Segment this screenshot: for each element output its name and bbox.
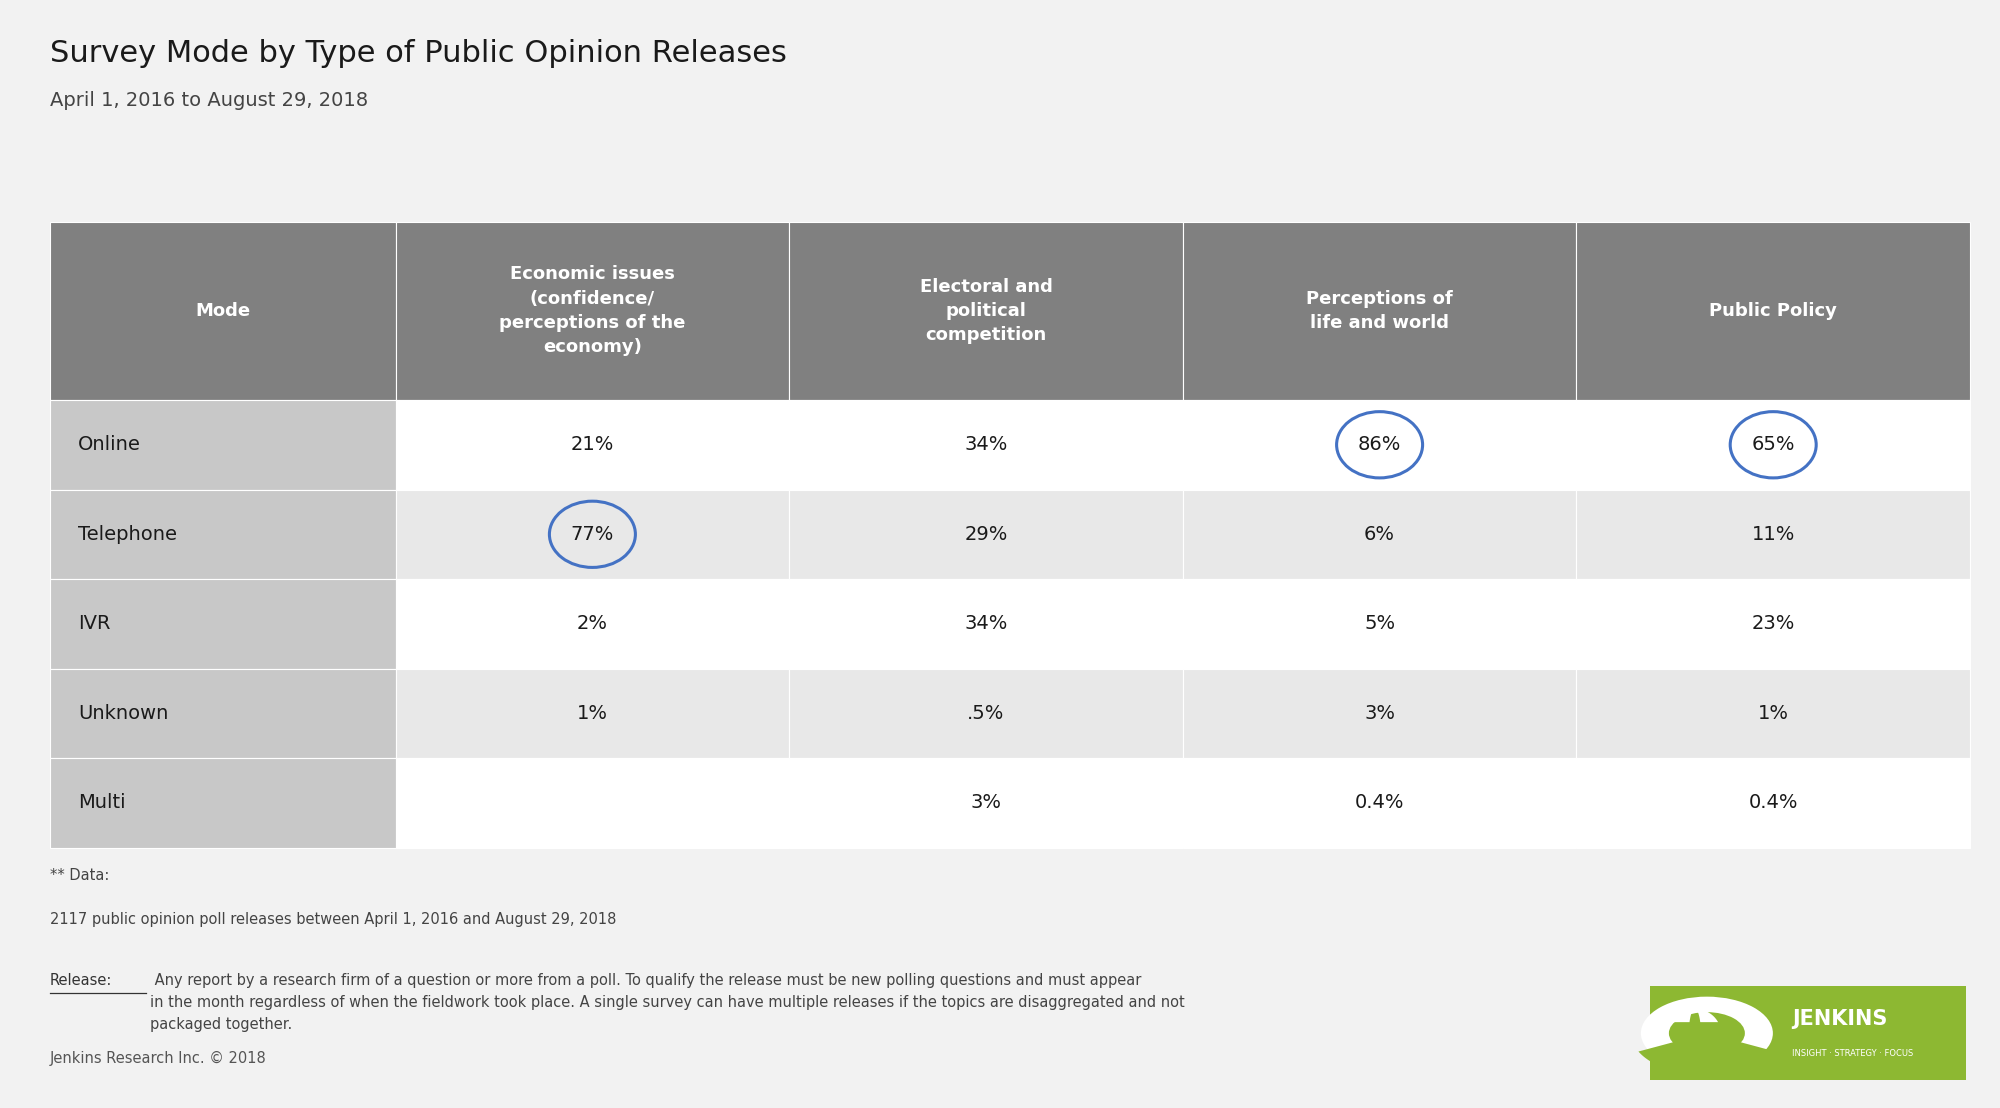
Text: Any report by a research firm of a question or more from a poll. To qualify the : Any report by a research firm of a quest… (150, 973, 1184, 1033)
Text: 3%: 3% (970, 793, 1002, 812)
Text: Jenkins Research Inc. © 2018: Jenkins Research Inc. © 2018 (50, 1050, 266, 1066)
Text: 23%: 23% (1752, 614, 1794, 634)
Text: Survey Mode by Type of Public Opinion Releases: Survey Mode by Type of Public Opinion Re… (50, 39, 786, 68)
Text: 1%: 1% (576, 704, 608, 722)
Text: Mode: Mode (196, 301, 250, 320)
Text: Telephone: Telephone (78, 525, 176, 544)
Text: Economic issues
(confidence/
perceptions of the
economy): Economic issues (confidence/ perceptions… (500, 265, 686, 357)
Text: 1%: 1% (1758, 704, 1788, 722)
Text: 2%: 2% (576, 614, 608, 634)
Text: 21%: 21% (570, 435, 614, 454)
Text: 86%: 86% (1358, 435, 1402, 454)
Text: 65%: 65% (1752, 435, 1794, 454)
Text: Unknown: Unknown (78, 704, 168, 722)
Text: 34%: 34% (964, 614, 1008, 634)
Text: Electoral and
political
competition: Electoral and political competition (920, 277, 1052, 345)
Text: ** Data:: ** Data: (50, 868, 110, 883)
Text: IVR: IVR (78, 614, 110, 634)
Text: Multi: Multi (78, 793, 126, 812)
Text: 6%: 6% (1364, 525, 1396, 544)
Text: Public Policy: Public Policy (1710, 301, 1838, 320)
Text: 34%: 34% (964, 435, 1008, 454)
Text: 77%: 77% (570, 525, 614, 544)
Text: 5%: 5% (1364, 614, 1396, 634)
Text: 11%: 11% (1752, 525, 1794, 544)
Text: 2117 public opinion poll releases between April 1, 2016 and August 29, 2018: 2117 public opinion poll releases betwee… (50, 912, 616, 927)
Text: April 1, 2016 to August 29, 2018: April 1, 2016 to August 29, 2018 (50, 91, 368, 110)
Text: Perceptions of
life and world: Perceptions of life and world (1306, 289, 1452, 332)
Text: .5%: .5% (968, 704, 1004, 722)
Text: INSIGHT · STRATEGY · FOCUS: INSIGHT · STRATEGY · FOCUS (1792, 1049, 1914, 1058)
Text: Online: Online (78, 435, 140, 454)
Text: 3%: 3% (1364, 704, 1396, 722)
Text: 29%: 29% (964, 525, 1008, 544)
Text: 0.4%: 0.4% (1748, 793, 1798, 812)
Text: Release:: Release: (50, 973, 112, 988)
Text: 0.4%: 0.4% (1354, 793, 1404, 812)
Text: JENKINS: JENKINS (1792, 1009, 1888, 1029)
